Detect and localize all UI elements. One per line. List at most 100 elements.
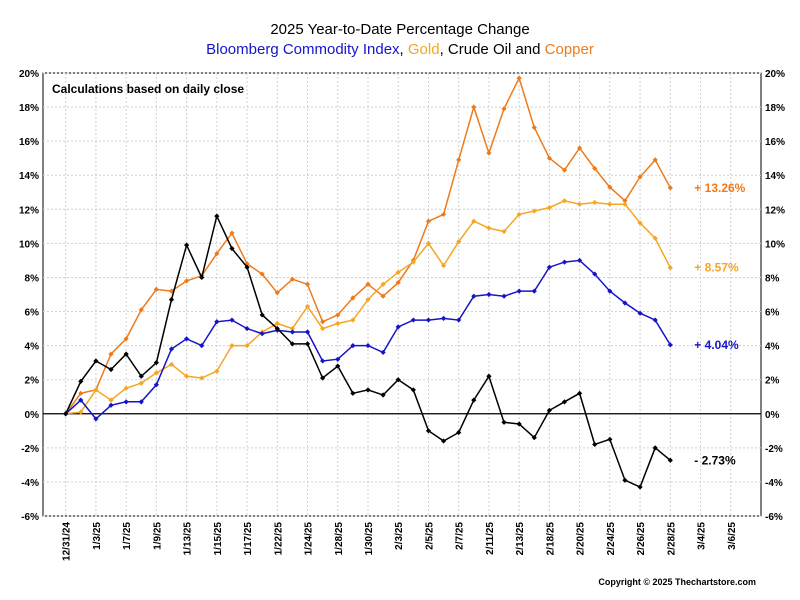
subtitle-part: ,: [400, 41, 408, 58]
subtitle-part: Bloomberg Commodity Index: [206, 41, 400, 58]
data-point: [622, 198, 628, 204]
data-point: [108, 366, 114, 373]
end-labels: + 13.26% + 8.57% + 4.04% - 2.73%: [694, 181, 745, 467]
data-point: [440, 438, 447, 444]
data-point: [320, 325, 326, 332]
data-point: [380, 349, 386, 356]
data-point: [652, 317, 658, 323]
data-point: [335, 312, 341, 318]
y-tick-label-right: 2%: [765, 376, 780, 387]
series-gold: [63, 198, 673, 417]
data-point: [440, 315, 447, 321]
x-tick-label: 2/13/25: [515, 522, 526, 556]
data-point: [577, 201, 583, 207]
y-tick-label-right: 0%: [765, 410, 780, 421]
data-point: [320, 319, 326, 325]
data-point: [259, 331, 265, 337]
y-tick-label-left: -4%: [21, 478, 39, 489]
data-point: [138, 399, 144, 405]
data-point: [78, 397, 84, 403]
data-point: [365, 281, 371, 287]
data-point: [425, 218, 432, 224]
data-point: [289, 276, 296, 282]
data-point: [153, 370, 159, 376]
data-point: [486, 225, 492, 231]
y-tick-label-right: 4%: [765, 342, 780, 353]
plot-frame: [42, 72, 762, 517]
data-point: [501, 419, 507, 425]
data-point: [516, 421, 522, 427]
y-tick-label-right: 8%: [765, 273, 780, 284]
x-tick-label: 1/3/25: [92, 522, 103, 550]
x-tick-label: 1/7/25: [122, 522, 133, 550]
chart-subtitle: Bloomberg Commodity Index, Gold, Crude O…: [206, 41, 594, 58]
data-point: [561, 259, 568, 265]
data-point: [289, 341, 296, 347]
end-value-label: + 13.26%: [694, 181, 745, 195]
data-point: [471, 218, 477, 224]
data-point: [622, 300, 628, 306]
data-point: [622, 201, 628, 207]
data-point: [531, 288, 537, 294]
data-point: [501, 228, 507, 235]
data-point: [274, 290, 280, 296]
data-point: [184, 242, 190, 248]
x-tick-label: 2/28/25: [666, 522, 677, 556]
data-point: [259, 271, 265, 277]
y-tick-label-right: -2%: [765, 444, 783, 455]
x-tick-label: 1/17/25: [243, 522, 254, 556]
data-point: [350, 390, 356, 396]
data-point: [168, 346, 175, 352]
data-point: [516, 288, 522, 294]
data-point: [214, 251, 220, 257]
data-point: [425, 317, 432, 323]
data-point: [652, 235, 658, 241]
y-tick-label-left: 8%: [25, 273, 40, 284]
x-tick-label: 1/28/25: [334, 522, 345, 556]
y-tick-label-right: 20%: [765, 69, 785, 80]
data-point: [667, 265, 673, 271]
data-point: [456, 317, 462, 323]
y-tick-label-right: 14%: [765, 171, 785, 182]
data-point: [486, 373, 492, 379]
data-point: [138, 307, 144, 313]
data-point: [199, 274, 205, 281]
data-point: [63, 411, 69, 417]
data-point: [546, 407, 552, 413]
data-point: [244, 325, 250, 332]
y-tick-label-left: -6%: [21, 512, 39, 523]
x-tick-label: 2/18/25: [545, 522, 556, 556]
data-point: [607, 184, 613, 190]
data-point: [350, 317, 356, 323]
data-point: [199, 375, 205, 381]
data-point: [652, 445, 658, 451]
data-point: [214, 319, 220, 325]
data-point: [410, 259, 416, 265]
y-tick-label-right: 18%: [765, 103, 785, 114]
data-point: [380, 281, 386, 287]
data-point: [350, 343, 356, 349]
data-point: [380, 392, 386, 398]
data-point: [456, 239, 462, 245]
data-point: [531, 208, 537, 214]
data-point: [471, 104, 477, 110]
y-tick-label-right: 16%: [765, 137, 785, 148]
data-point: [78, 409, 84, 415]
data-point: [78, 390, 84, 396]
data-point: [486, 291, 492, 298]
y-tick-label-left: 2%: [25, 376, 40, 387]
data-point: [637, 310, 643, 316]
data-point: [304, 281, 311, 287]
x-tick-label: 3/6/25: [727, 522, 738, 550]
data-point: [531, 435, 537, 441]
data-point: [652, 157, 658, 163]
y-tick-label-left: 20%: [19, 69, 39, 80]
series-layer: [63, 75, 673, 490]
x-tick-label: 1/15/25: [213, 522, 224, 556]
data-point: [93, 387, 99, 393]
x-tick-label: 1/24/25: [304, 522, 315, 556]
data-point: [592, 441, 598, 448]
data-point: [138, 373, 144, 379]
data-point: [456, 429, 462, 436]
